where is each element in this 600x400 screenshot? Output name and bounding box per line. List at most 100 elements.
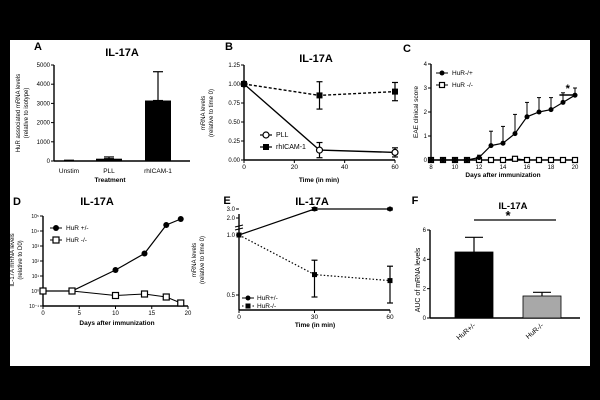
panel-a-y-tick-label: 0 <box>47 159 51 165</box>
panel-d-y-tick-label: 10⁻¹ <box>29 304 39 310</box>
panel-c-x-tick-label: 16 <box>524 165 531 171</box>
panel-f-category-label: HuR+/- <box>456 322 478 342</box>
panel-b-x-tick-label: 40 <box>341 164 349 171</box>
panel-c-point-hur-het <box>536 109 542 115</box>
panel-d-y-tick-label: 10⁰ <box>31 289 39 295</box>
panel-c-ylabel: EAE clinical score <box>413 86 420 138</box>
panel-c-point-hur-het <box>512 131 518 137</box>
panel-b-ylabel-sub: (relative to time 0) <box>209 89 215 137</box>
panel-e-legend-marker-ko <box>245 303 251 309</box>
panel-e-point-hur-ko <box>387 278 393 284</box>
panel-b-legend-rhicam: rhICAM-1 <box>276 144 306 151</box>
panel-b-x-tick-label: 60 <box>391 164 399 171</box>
panel-c-y-tick-label: 2 <box>424 110 428 116</box>
panel-e-x-tick-label: 0 <box>237 314 241 321</box>
panel-b-y-tick-label: 0.00 <box>228 158 240 164</box>
panel-d-xlabel: Days after immunization <box>79 320 154 327</box>
panel-c-x-tick-label: 20 <box>572 165 579 171</box>
panel-a-bar <box>145 100 171 161</box>
panel-d-y-tick-label: 10⁵ <box>31 214 39 220</box>
panel-a-bar <box>96 158 122 161</box>
panel-c-point-hur-het <box>524 114 530 120</box>
panel-c-point-hur-het <box>500 140 506 146</box>
panel-f-y-tick-label: 4 <box>423 257 427 263</box>
panel-b-legend-marker-rhicam <box>263 144 269 150</box>
panel-c-y-tick-label: 4 <box>424 62 428 68</box>
panel-c-point-hur-ko <box>499 156 507 164</box>
panel-d-point-hur-ko <box>39 287 47 295</box>
panel-d-legend-marker-ko <box>52 236 60 244</box>
panel-c-legend-hur-het: HuR-/+ <box>452 70 473 77</box>
panel-c-xlabel: Days after immunization <box>465 172 540 179</box>
panel-d-x-tick-label: 20 <box>185 311 192 317</box>
panel-e-legend-marker-het <box>245 295 251 301</box>
panel-f-bar <box>522 295 562 319</box>
panel-b-y-tick-label: 1.00 <box>228 82 240 88</box>
panel-e-title: IL-17A <box>295 196 329 208</box>
panel-d-point-hur-het <box>141 250 148 257</box>
panel-c-point-hur-het <box>452 157 458 163</box>
panel-c-point-hur-het <box>464 157 470 163</box>
panel-c-point-hur-het <box>428 157 434 163</box>
panel-c-point-hur-het <box>560 99 566 105</box>
panel-e-x-tick-label: 60 <box>386 314 394 321</box>
panel-label-b: B <box>225 41 233 53</box>
panel-a-ylabel: HuR associated mRNA levels <box>16 74 22 152</box>
panel-d-y-tick-label: 10⁴ <box>31 229 39 235</box>
panel-b-legend-marker-pll <box>262 131 270 139</box>
panel-e-x-tick-label: 30 <box>311 314 319 321</box>
panel-d-point-hur-het <box>112 267 119 273</box>
panel-a-y-tick-label: 1000 <box>37 140 51 146</box>
panel-e-legend-hur-ko: HuR-/- <box>257 303 276 310</box>
panel-a-title: IL-17A <box>105 47 139 59</box>
panel-d-y-tick-label: 10¹ <box>32 274 40 280</box>
panel-d-point-hur-het <box>177 216 184 222</box>
panel-d-point-hur-ko <box>140 290 149 298</box>
panel-d-point-hur-ko <box>111 291 120 300</box>
panel-c-point-hur-het <box>548 107 554 113</box>
panel-b-x-tick-label: 0 <box>242 164 246 171</box>
panel-c-point-hur-het <box>440 157 446 163</box>
panel-f-y-tick-label: 6 <box>423 228 427 234</box>
panel-d-point-hur-ko <box>68 287 76 295</box>
panel-f-ylabel: AUC of mRNA levels <box>415 247 422 312</box>
panel-e-y-tick-label: 1.0 <box>227 233 236 239</box>
panel-b-point-rhicam <box>316 92 323 99</box>
panel-b-point-rhicam <box>241 81 247 87</box>
panel-c-legend-marker-ko <box>438 81 446 89</box>
panel-e-ylabel-sub: (relative to time 0) <box>200 236 206 284</box>
panel-c-point-hur-het <box>476 155 482 161</box>
panel-e-xlabel: Time (in min) <box>295 322 335 329</box>
panel-c-legend-marker-het <box>439 70 445 76</box>
panel-b-y-tick-label: 0.25 <box>228 139 240 145</box>
panel-label-c: C <box>403 43 411 55</box>
panel-label-a: A <box>34 41 42 53</box>
panel-f-y-tick-label: 0 <box>423 316 427 322</box>
panel-d-ylabel: IL-17A mRNA levels <box>10 233 16 286</box>
panel-b-y-tick-label: 1.25 <box>228 63 240 69</box>
panel-f-significance: * <box>505 208 511 223</box>
panel-c-point-hur-ko <box>523 156 531 164</box>
panel-a-y-tick-label: 4000 <box>37 82 51 88</box>
panel-c-point-hur-ko <box>511 155 519 162</box>
panel-e-axis-break <box>234 224 244 228</box>
panel-c-legend-hur-ko: HuR -/- <box>452 82 473 89</box>
panel-d-legend-hur-het: HuR +/- <box>66 225 89 232</box>
panel-c-point-hur-ko <box>535 156 543 164</box>
panel-d-point-hur-ko <box>177 299 185 307</box>
panel-c-x-tick-label: 14 <box>500 165 507 171</box>
panel-a-y-tick-label: 5000 <box>37 63 51 69</box>
panel-e-y-tick-label: 2.0 <box>227 216 236 222</box>
panel-c-point-hur-ko <box>559 156 567 164</box>
panel-d-line-hur-het <box>43 218 182 292</box>
panel-c-significance: * <box>566 83 571 95</box>
panel-d-x-tick-label: 5 <box>78 311 82 317</box>
panel-c-point-hur-het <box>488 143 494 149</box>
panel-c-point-hur-ko <box>487 156 495 164</box>
panel-a-ylabel-sub: (relative to isotype) <box>24 88 30 139</box>
panel-a-category-label: Unstim <box>59 168 79 175</box>
panel-label-e: E <box>223 195 230 207</box>
panel-b-y-tick-label: 0.75 <box>228 101 240 107</box>
panel-a-y-tick-label: 2000 <box>37 121 51 127</box>
panel-e-y-tick-label: 3.0 <box>227 207 236 213</box>
